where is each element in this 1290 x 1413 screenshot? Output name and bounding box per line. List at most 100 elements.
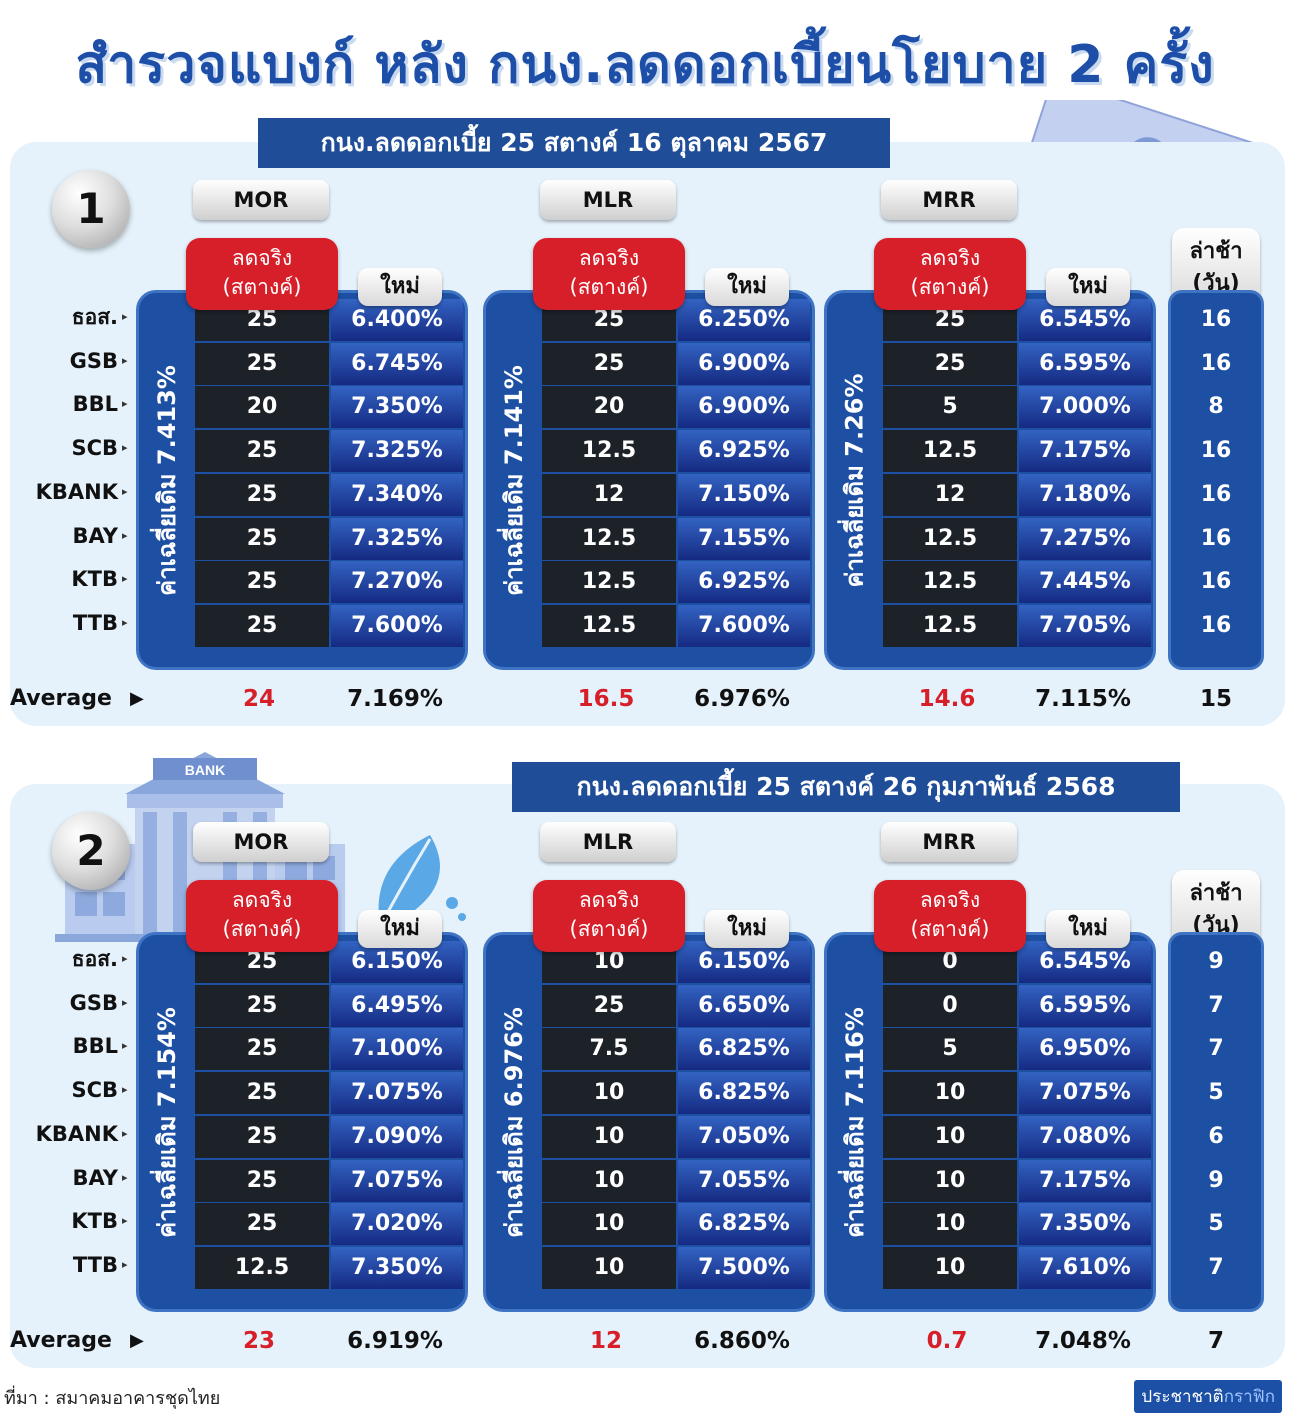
new-rate-cell: 6.745% [331,343,463,385]
new-rate-cell: 6.250% [678,299,810,341]
average-delay-days: 15 [1199,686,1232,712]
bank-sign-text: BANK [185,762,225,778]
new-rate-cell: 6.545% [1019,299,1151,341]
actual-cut-cell: 20 [542,386,676,428]
actual-cut-header-line1: ลดจริง [919,246,981,270]
actual-cut-cell: 12 [883,474,1017,516]
delay-days-cell: 6 [1208,1124,1224,1149]
row-arrow-icon: ▸ [122,1083,128,1096]
actual-cut-header-line2: (สตางค์) [910,917,990,941]
row-arrow-icon: ▸ [122,1171,128,1184]
bank-name: TTB [72,1253,118,1277]
delay-days-cell: 7 [1208,1255,1224,1280]
baseline-average-label: ค่าเฉลี่ยเดิม 7.141% [486,293,542,667]
new-rate-cell: 7.350% [1019,1203,1151,1245]
baseline-average-label: ค่าเฉลี่ยเดิม 7.26% [827,293,883,667]
average-label: Average [10,686,112,711]
row-arrow-icon: ▸ [122,1039,128,1052]
actual-cut-cell: 12.5 [883,430,1017,472]
rate-card-mor: ค่าเฉลี่ยเดิม 7.154% 25 6.150% 25 6.495% 25 7.… [136,932,468,1312]
average-actual-cut: 16.5 [577,686,635,712]
delay-days-cell: 5 [1208,1211,1224,1236]
actual-cut-cell: 10 [883,1072,1017,1114]
new-rate-cell: 6.150% [678,941,810,983]
row-arrow-icon: ▸ [122,529,128,542]
actual-cut-cell: 25 [195,1072,329,1114]
new-rate-cell: 7.180% [1019,474,1151,516]
new-rate-cell: 7.600% [678,605,810,647]
actual-cut-cell: 25 [195,1028,329,1070]
row-arrow-icon: ▸ [122,310,128,323]
actual-cut-header: ลดจริง (สตางค์) [533,880,685,952]
baseline-average-text: ค่าเฉลี่ยเดิม 7.116% [840,1006,869,1238]
new-rate-cell: 7.500% [678,1247,810,1289]
delay-days-column: 9 7 7 5 6 9 5 7 [1168,932,1264,1312]
average-actual-cut: 23 [242,1328,275,1354]
bank-name: SCB [71,1078,118,1102]
actual-cut-cell: 12.5 [883,518,1017,560]
average-new-rate: 6.976% [694,686,790,712]
page-title: สำรวจแบงก์ หลัง กนง.ลดดอกเบี้ยนโยบาย 2 ค… [75,35,1215,95]
actual-cut-cell: 25 [195,1203,329,1245]
bank-name: GSB [69,349,118,373]
actual-cut-cell: 5 [883,1028,1017,1070]
baseline-average-text: ค่าเฉลี่ยเดิม 7.413% [152,364,181,596]
delay-days-cell: 9 [1208,949,1224,974]
baseline-average-text: ค่าเฉลี่ยเดิม 7.141% [499,364,528,596]
actual-cut-header-line2: (สตางค์) [222,917,302,941]
actual-cut-cell: 12.5 [542,561,676,603]
delay-days-cell: 8 [1208,394,1224,419]
average-new-rate: 7.169% [347,686,443,712]
new-rate-header: ใหม่ [358,268,442,306]
actual-cut-cell: 12.5 [195,1247,329,1289]
actual-cut-cell: 25 [195,343,329,385]
actual-cut-header-line1: ลดจริง [919,888,981,912]
delay-days-cell: 9 [1208,1168,1224,1193]
actual-cut-cell: 10 [883,1247,1017,1289]
rate-card-mrr: ค่าเฉลี่ยเดิม 7.116% 0 6.545% 0 6.595% 5 6.950… [824,932,1156,1312]
bank-name: BAY [72,1166,118,1190]
actual-cut-cell: 12.5 [883,561,1017,603]
delay-header-line1: ล่าช้า [1189,881,1243,906]
delay-days-cell: 5 [1208,1080,1224,1105]
new-rate-cell: 7.050% [678,1116,810,1158]
row-arrow-icon: ▸ [122,616,128,629]
actual-cut-cell: 25 [195,474,329,516]
section-number-badge: 1 [52,170,130,248]
bank-name: SCB [71,436,118,460]
actual-cut-header-line2: (สตางค์) [569,275,649,299]
new-rate-cell: 7.340% [331,474,463,516]
actual-cut-header: ลดจริง (สตางค์) [533,238,685,310]
new-rate-cell: 7.600% [331,605,463,647]
new-rate-cell: 7.325% [331,518,463,560]
new-rate-cell: 6.400% [331,299,463,341]
average-new-rate: 6.919% [347,1328,443,1354]
average-actual-cut: 14.6 [918,686,976,712]
row-arrow-icon: ▸ [122,354,128,367]
new-rate-cell: 7.055% [678,1160,810,1202]
delay-days-cell: 16 [1200,613,1232,638]
new-rate-cell: 6.925% [678,430,810,472]
delay-days-cell: 16 [1200,351,1232,376]
delay-days-cell: 16 [1200,307,1232,332]
bank-name: TTB [72,611,118,635]
actual-cut-cell: 25 [195,518,329,560]
delay-days-cell: 16 [1200,569,1232,594]
new-rate-cell: 7.155% [678,518,810,560]
row-arrow-icon: ▸ [122,1127,128,1140]
brand-name-part1: ประชาชาติ [1141,1387,1224,1407]
actual-cut-cell: 10 [542,1116,676,1158]
average-new-rate: 7.048% [1035,1328,1131,1354]
actual-cut-cell: 25 [195,605,329,647]
actual-cut-header: ลดจริง (สตางค์) [874,238,1026,310]
average-new-rate: 6.860% [694,1328,790,1354]
new-rate-cell: 6.825% [678,1028,810,1070]
delay-days-cell: 16 [1200,438,1232,463]
average-arrow-icon: ▶ [130,688,144,709]
actual-cut-cell: 25 [542,343,676,385]
delay-header-line1: ล่าช้า [1189,239,1243,264]
new-rate-cell: 7.150% [678,474,810,516]
average-actual-cut: 0.7 [926,1328,968,1354]
bank-name: BAY [72,524,118,548]
rate-card-mlr: ค่าเฉลี่ยเดิม 6.976% 10 6.150% 25 6.650% 7.5 6… [483,932,815,1312]
